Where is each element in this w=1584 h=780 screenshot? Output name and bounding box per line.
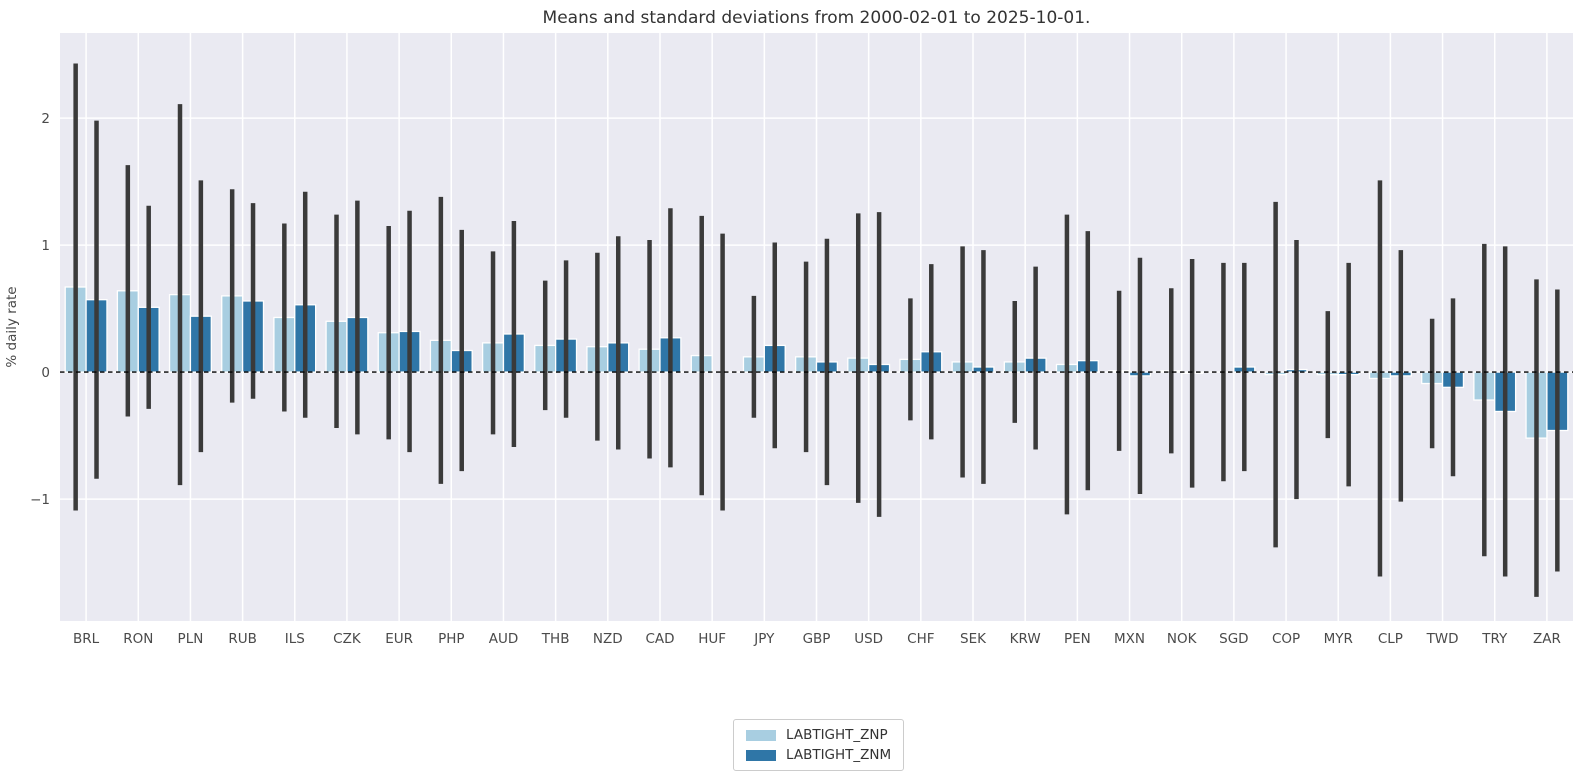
- x-tick-label-PLN: PLN: [178, 631, 204, 647]
- legend-item-znm: LABTIGHT_ZNM: [746, 747, 891, 763]
- x-tick-label-TWD: TWD: [1426, 631, 1459, 647]
- y-axis-label: % daily rate: [4, 286, 20, 367]
- x-tick-label-TRY: TRY: [1481, 631, 1508, 647]
- x-tick-label-HUF: HUF: [698, 631, 726, 647]
- legend-item-znp: LABTIGHT_ZNP: [746, 727, 891, 743]
- x-tick-label-ILS: ILS: [285, 631, 305, 647]
- x-tick-label-PEN: PEN: [1064, 631, 1091, 647]
- y-tick-label: 1: [41, 238, 50, 254]
- x-tick-label-RUB: RUB: [228, 631, 257, 647]
- legend-label-znm: LABTIGHT_ZNM: [786, 747, 892, 763]
- x-tick-label-ZAR: ZAR: [1533, 631, 1561, 647]
- y-tick-label: 0: [41, 365, 50, 381]
- x-tick-label-NOK: NOK: [1167, 631, 1198, 647]
- x-tick-label-GBP: GBP: [803, 631, 831, 647]
- legend: LABTIGHT_ZNP LABTIGHT_ZNM: [733, 719, 905, 771]
- x-tick-label-PHP: PHP: [438, 631, 464, 647]
- x-tick-label-SEK: SEK: [960, 631, 987, 647]
- legend-swatch-znp: [746, 729, 776, 741]
- x-tick-label-BRL: BRL: [73, 631, 100, 647]
- legend-swatch-znm: [746, 749, 776, 761]
- x-tick-label-MYR: MYR: [1324, 631, 1353, 647]
- chart-title: Means and standard deviations from 2000-…: [542, 8, 1091, 28]
- y-tick-label: 2: [41, 111, 50, 127]
- x-tick-label-THB: THB: [541, 631, 570, 647]
- x-tick-label-MXN: MXN: [1114, 631, 1145, 647]
- x-tick-label-CLP: CLP: [1378, 631, 1403, 647]
- chart-svg: −1 0 1 2 BRL RON PLN RUB ILS CZK EUR PHP AUD THB NZD CA…: [4, 33, 1573, 647]
- x-tick-label-USD: USD: [854, 631, 883, 647]
- x-tick-label-JPY: JPY: [753, 631, 775, 647]
- x-tick-label-RON: RON: [123, 631, 153, 647]
- y-tick-label: −1: [30, 492, 50, 508]
- x-tick-label-CHF: CHF: [907, 631, 934, 647]
- x-tick-label-KRW: KRW: [1010, 631, 1041, 647]
- legend-label-znp: LABTIGHT_ZNP: [786, 727, 888, 743]
- x-tick-label-EUR: EUR: [385, 631, 413, 647]
- x-tick-label-CZK: CZK: [333, 631, 362, 647]
- x-tick-label-AUD: AUD: [489, 631, 519, 647]
- x-tick-label-NZD: NZD: [593, 631, 623, 647]
- x-tick-label-CAD: CAD: [645, 631, 674, 647]
- x-tick-label-COP: COP: [1272, 631, 1300, 647]
- x-tick-label-SGD: SGD: [1219, 631, 1248, 647]
